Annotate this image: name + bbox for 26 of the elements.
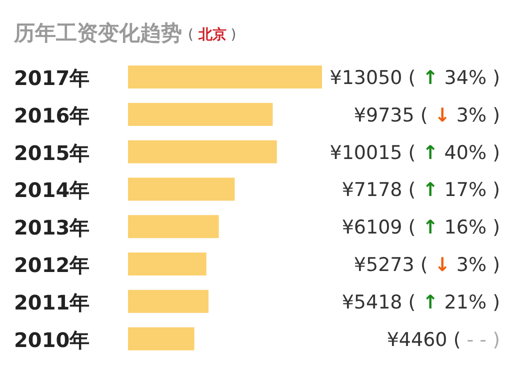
chart-title: 历年工资变化趋势 — [13, 21, 182, 45]
y-tick-label: 2013年 — [14, 216, 90, 240]
data-label: ¥5418 ( ↑ 21% ) — [342, 291, 500, 314]
bar — [128, 178, 235, 201]
y-tick-label: 2015年 — [14, 140, 90, 165]
y-tick-label: 2012年 — [14, 253, 90, 277]
data-label: ¥13050 ( ↑ 34% ) — [330, 67, 500, 89]
bar — [128, 252, 206, 276]
bar — [128, 215, 219, 238]
data-label: ¥5273 ( ↓ 3% ) — [354, 254, 500, 276]
y-tick-label: 2011年 — [14, 290, 90, 314]
data-label: ¥6109 ( ↑ 16% ) — [342, 216, 500, 239]
bar — [128, 290, 209, 313]
y-tick-label: 2016年 — [14, 103, 90, 128]
y-tick-label: 2014年 — [14, 178, 90, 202]
y-tick-label: 2010年 — [14, 328, 90, 352]
bar — [128, 140, 277, 164]
y-tick-label: 2017年 — [14, 66, 90, 90]
bar — [128, 327, 194, 350]
bar — [128, 102, 273, 126]
data-label: ¥10015 ( ↑ 40% ) — [330, 142, 500, 164]
chart-subtitle: ( 北京 ) — [188, 26, 236, 43]
bar — [128, 66, 322, 88]
data-label: ¥4460 ( - - ) — [386, 328, 500, 351]
data-label: ¥9735 ( ↓ 3% ) — [354, 104, 500, 126]
data-label: ¥7178 ( ↑ 17% ) — [342, 179, 500, 202]
